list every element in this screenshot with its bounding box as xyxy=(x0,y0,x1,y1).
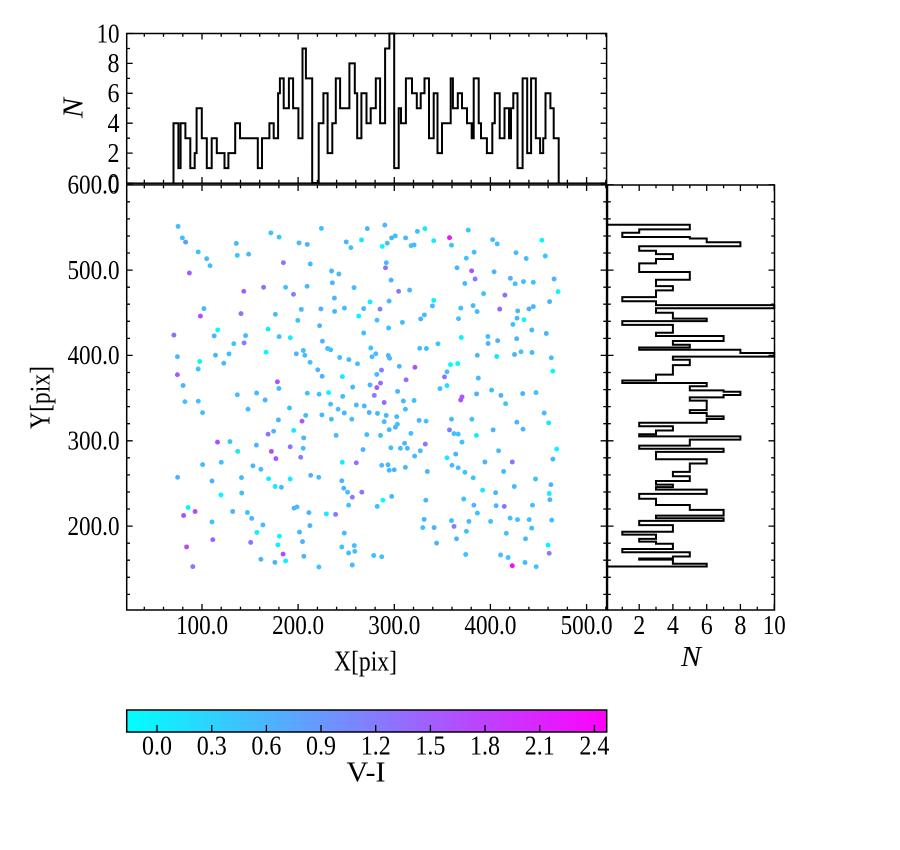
svg-text:200.0: 200.0 xyxy=(68,511,120,541)
svg-text:6: 6 xyxy=(108,78,120,108)
svg-text:1.2: 1.2 xyxy=(361,731,391,761)
svg-text:10: 10 xyxy=(763,610,786,640)
svg-text:V-I: V-I xyxy=(347,758,386,789)
svg-text:0.0: 0.0 xyxy=(142,731,172,761)
svg-text:1.5: 1.5 xyxy=(415,731,445,761)
svg-text:0.3: 0.3 xyxy=(197,731,227,761)
svg-text:1.8: 1.8 xyxy=(470,731,500,761)
svg-text:300.0: 300.0 xyxy=(368,610,420,640)
svg-text:2: 2 xyxy=(633,610,645,640)
svg-text:6: 6 xyxy=(701,610,713,640)
svg-text:300.0: 300.0 xyxy=(68,426,120,456)
svg-text:600.0: 600.0 xyxy=(68,170,120,200)
svg-text:2: 2 xyxy=(108,138,120,168)
svg-text:500.0: 500.0 xyxy=(561,610,613,640)
svg-text:8: 8 xyxy=(734,610,746,640)
svg-text:2.4: 2.4 xyxy=(579,731,609,761)
svg-text:N: N xyxy=(58,96,90,119)
svg-text:N: N xyxy=(680,641,703,673)
svg-text:0: 0 xyxy=(108,168,120,198)
svg-text:8: 8 xyxy=(108,48,120,78)
svg-text:200.0: 200.0 xyxy=(272,610,324,640)
svg-text:0.9: 0.9 xyxy=(306,731,336,761)
svg-text:10: 10 xyxy=(97,18,120,48)
svg-text:500.0: 500.0 xyxy=(68,255,120,285)
svg-text:0.6: 0.6 xyxy=(251,731,281,761)
svg-text:2.1: 2.1 xyxy=(525,731,555,761)
svg-text:4: 4 xyxy=(108,108,120,138)
svg-text:4: 4 xyxy=(667,610,679,640)
svg-text:100.0: 100.0 xyxy=(176,610,228,640)
svg-text:X[pix]: X[pix] xyxy=(334,647,397,678)
svg-text:400.0: 400.0 xyxy=(464,610,516,640)
svg-text:400.0: 400.0 xyxy=(68,340,120,370)
svg-text:Y[pix]: Y[pix] xyxy=(26,366,57,429)
